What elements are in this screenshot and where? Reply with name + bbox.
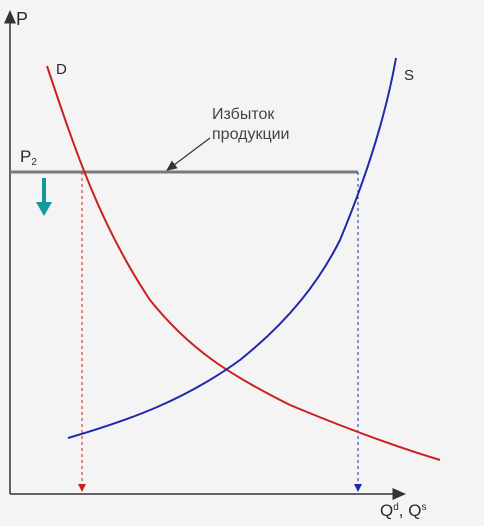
- price-p2-label: P2: [20, 147, 37, 168]
- surplus-annotation-line2: продукции: [212, 126, 290, 143]
- x-axis-label: Qd, Qs: [380, 501, 427, 520]
- price-down-arrow-icon: [36, 178, 52, 216]
- surplus-annotation-line1: Избыток: [212, 106, 275, 123]
- supply-curve: [67, 57, 397, 439]
- surplus-annotation-arrow: [166, 137, 211, 171]
- demand-curve-label: D: [56, 61, 67, 78]
- y-axis-label: P: [16, 9, 29, 29]
- demand-curve: [46, 65, 441, 461]
- surplus-annotation: Избыток продукции: [212, 105, 322, 145]
- supply-curve-label: S: [404, 67, 415, 84]
